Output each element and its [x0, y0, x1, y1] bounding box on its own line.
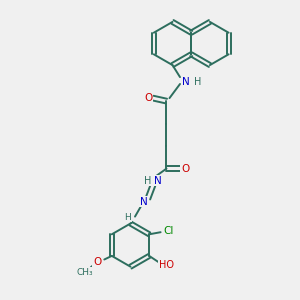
Text: N: N: [182, 76, 190, 87]
Text: O: O: [181, 164, 189, 174]
Text: Cl: Cl: [163, 226, 173, 236]
Text: H: H: [124, 213, 131, 222]
Text: H: H: [194, 76, 202, 87]
Text: N: N: [140, 196, 148, 207]
Text: H: H: [144, 176, 151, 186]
Text: N: N: [154, 176, 161, 186]
Text: HO: HO: [159, 260, 174, 270]
Text: O: O: [93, 257, 101, 267]
Text: CH₃: CH₃: [76, 268, 93, 277]
Text: O: O: [144, 93, 153, 103]
